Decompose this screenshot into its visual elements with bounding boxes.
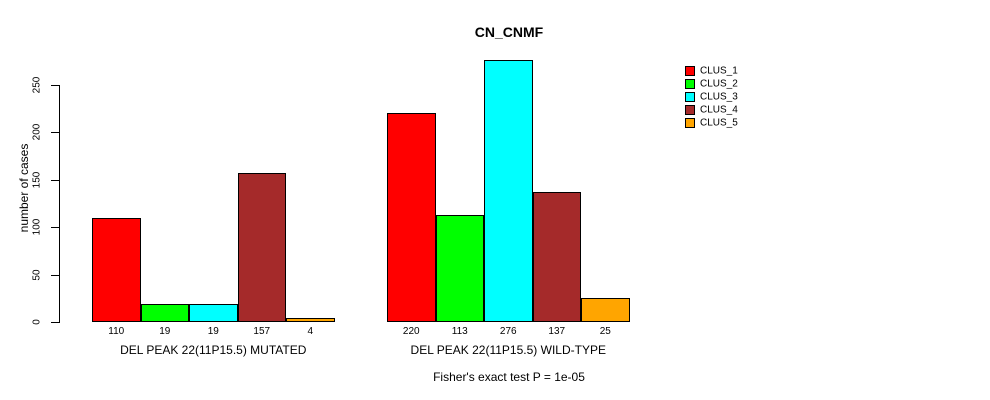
legend-label-clus_3: CLUS_3 [700,91,738,103]
bar-clus_4-group2 [532,191,581,322]
chart-title: CN_CNMF [474,24,544,40]
legend-swatch-clus_2 [685,78,695,89]
y-axis-line [59,84,60,323]
y-tick-mark [51,322,59,323]
bar-clus_1-group2 [387,113,436,322]
y-tick-mark [51,132,59,133]
bar-value-label: 137 [548,325,566,337]
bar-value-label: 157 [253,325,271,337]
bar-value-label: 276 [499,325,517,337]
legend-swatch-clus_1 [685,65,695,76]
y-tick-label: 250 [31,76,43,93]
y-tick-label: 50 [31,268,43,281]
bar-clus_3-group1 [189,303,238,322]
bar-value-label: 19 [159,325,171,337]
y-tick-label: 100 [31,218,43,236]
y-tick-label: 0 [31,319,43,325]
legend-label-clus_5: CLUS_5 [700,117,738,129]
bar-clus_4-group1 [237,172,286,322]
bar-value-label: 110 [108,325,125,337]
bar-value-label: 19 [207,325,219,337]
bar-clus_5-group2 [581,298,630,322]
bar-value-label: 4 [307,325,314,337]
x-axis-group-label: DEL PEAK 22(11P15.5) WILD-TYPE [410,343,606,357]
legend-swatch-clus_3 [685,91,695,102]
bar-clus_3-group2 [484,59,533,322]
legend-label-clus_4: CLUS_4 [700,104,738,116]
bar-value-label: 220 [402,325,420,337]
legend-swatch-clus_4 [685,105,695,116]
bar-value-label: 25 [599,325,611,337]
y-tick-mark [51,274,59,276]
legend-label-clus_2: CLUS_2 [700,78,738,90]
bar-clus_2-group1 [140,303,189,322]
x-axis-group-label: DEL PEAK 22(11P15.5) MUTATED [120,343,307,357]
y-axis-label: number of cases [17,143,31,233]
bar-value-label: 113 [451,325,468,337]
bar-clus_1-group1 [92,217,141,322]
y-tick-mark [51,227,59,228]
y-tick-label: 200 [31,123,43,141]
legend-swatch-clus_5 [685,118,695,129]
y-tick-mark [51,179,59,181]
bar-clus_5-group1 [286,318,335,322]
y-tick-mark [51,84,59,86]
legend-label-clus_1: CLUS_1 [700,65,738,76]
bar-clus_2-group2 [435,214,484,322]
y-tick-label: 150 [31,171,43,188]
fisher-test-annotation: Fisher's exact test P = 1e-05 [433,370,585,384]
